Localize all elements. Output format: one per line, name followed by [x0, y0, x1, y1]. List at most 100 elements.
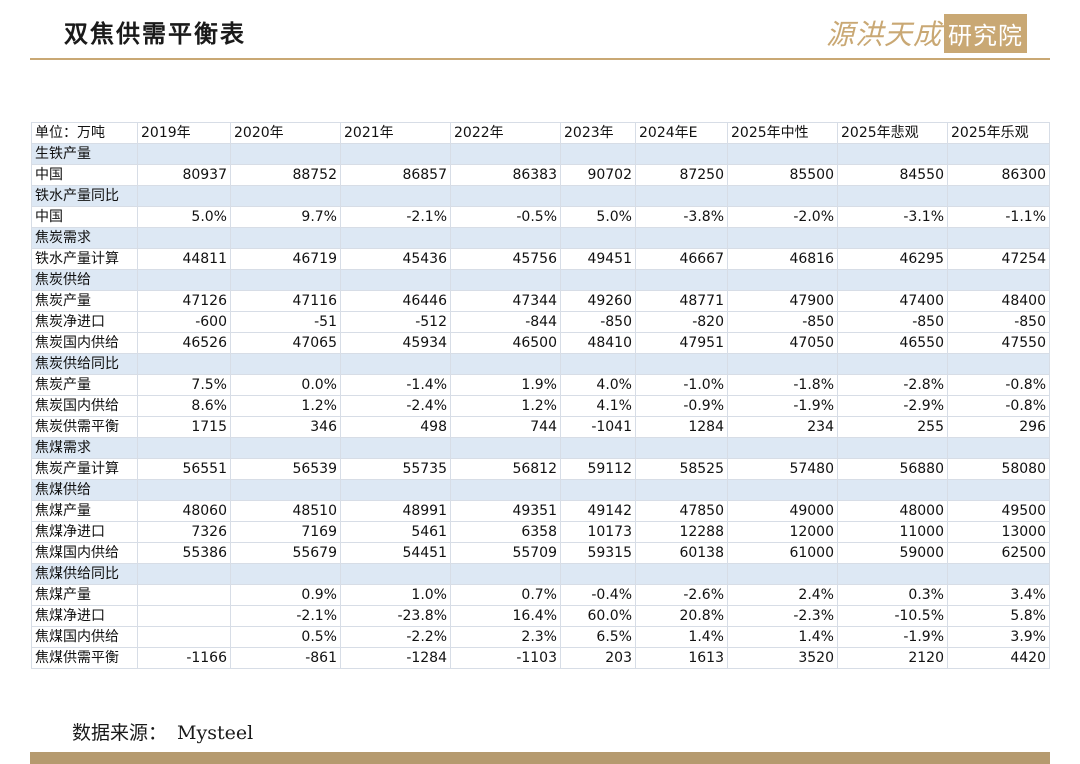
- section-fill-cell: [340, 227, 451, 249]
- row-label: 焦煤产量: [31, 500, 138, 522]
- value-cell: 56539: [230, 458, 341, 480]
- table-row: 焦炭产量计算 56551 56539 55735 56812 59112 58525 5748…: [31, 458, 1050, 480]
- table-row: 焦炭国内供给 8.6% 1.2% -2.4% 1.2% 4.1% -0.9% -1.9% -2.…: [31, 395, 1050, 417]
- value-cell: 45436: [340, 248, 451, 270]
- value-cell: 57480: [727, 458, 838, 480]
- section-fill-cell: [340, 479, 451, 501]
- section-fill-cell: [450, 269, 561, 291]
- row-label: 焦煤净进口: [31, 521, 138, 543]
- value-cell: 47550: [947, 332, 1050, 354]
- value-cell: 46550: [837, 332, 948, 354]
- section-row: 焦炭需求: [31, 227, 1050, 249]
- section-fill-cell: [450, 479, 561, 501]
- footer-bar: [30, 752, 1050, 764]
- section-fill-cell: [560, 563, 636, 585]
- value-cell: 49500: [947, 500, 1050, 522]
- row-label: 焦炭产量: [31, 290, 138, 312]
- value-cell: 5.0%: [560, 206, 636, 228]
- value-cell: -3.1%: [837, 206, 948, 228]
- value-cell: -23.8%: [340, 605, 451, 627]
- section-fill-cell: [837, 227, 948, 249]
- value-cell: 48000: [837, 500, 948, 522]
- value-cell: -3.8%: [635, 206, 728, 228]
- section-fill-cell: [137, 353, 231, 375]
- section-fill-cell: [727, 437, 838, 459]
- brand-logo-text: 源洪天成: [826, 18, 943, 51]
- section-fill-cell: [230, 563, 341, 585]
- table-row: 焦煤净进口 7326 7169 5461 6358 10173 12288 12000 1100…: [31, 521, 1050, 543]
- value-cell: 1.4%: [635, 626, 728, 648]
- value-cell: -0.5%: [450, 206, 561, 228]
- value-cell: 55709: [450, 542, 561, 564]
- value-cell: 48991: [340, 500, 451, 522]
- row-label: 焦炭产量计算: [31, 458, 138, 480]
- value-cell: 234: [727, 416, 838, 438]
- section-row: 焦煤需求: [31, 437, 1050, 459]
- section-fill-cell: [560, 437, 636, 459]
- value-cell: 46295: [837, 248, 948, 270]
- table-body: 单位：万吨 2019年 2020年 2021年 2022年 2023年 2024…: [31, 122, 1050, 669]
- row-label: 中国: [31, 206, 138, 228]
- table-row: 中国 80937 88752 86857 86383 90702 87250 85500 845…: [31, 164, 1050, 186]
- section-fill-cell: [137, 227, 231, 249]
- value-cell: 45756: [450, 248, 561, 270]
- row-label: 焦煤国内供给: [31, 542, 138, 564]
- value-cell: 9.7%: [230, 206, 341, 228]
- section-fill-cell: [450, 143, 561, 165]
- value-cell: 16.4%: [450, 605, 561, 627]
- value-cell: -1.0%: [635, 374, 728, 396]
- value-cell: -1.9%: [727, 395, 838, 417]
- value-cell: -850: [727, 311, 838, 333]
- row-label: 焦炭产量: [31, 374, 138, 396]
- section-fill-cell: [340, 185, 451, 207]
- value-cell: -1166: [137, 647, 231, 669]
- section-fill-cell: [340, 353, 451, 375]
- section-fill-cell: [230, 269, 341, 291]
- table-row: 焦煤产量 48060 48510 48991 49351 49142 47850 49000 4…: [31, 500, 1050, 522]
- section-fill-cell: [450, 437, 561, 459]
- value-cell: 6.5%: [560, 626, 636, 648]
- value-cell: 86300: [947, 164, 1050, 186]
- header-cell: 2019年: [137, 122, 231, 144]
- section-fill-cell: [947, 353, 1050, 375]
- value-cell: 49351: [450, 500, 561, 522]
- section-fill-cell: [947, 143, 1050, 165]
- value-cell: -2.1%: [230, 605, 341, 627]
- section-fill-cell: [450, 563, 561, 585]
- table-row: 焦煤产量 0.9% 1.0% 0.7% -0.4% -2.6% 2.4% 0.3% 3.4%: [31, 584, 1050, 606]
- section-fill-cell: [837, 269, 948, 291]
- value-cell: 0.0%: [230, 374, 341, 396]
- value-cell: 5461: [340, 521, 451, 543]
- header-cell: 单位：万吨: [31, 122, 138, 144]
- section-fill-cell: [727, 353, 838, 375]
- section-fill-cell: [340, 437, 451, 459]
- value-cell: 7326: [137, 521, 231, 543]
- section-fill-cell: [947, 269, 1050, 291]
- value-cell: [137, 584, 231, 606]
- value-cell: 3.9%: [947, 626, 1050, 648]
- value-cell: 49260: [560, 290, 636, 312]
- value-cell: 48400: [947, 290, 1050, 312]
- value-cell: -2.0%: [727, 206, 838, 228]
- value-cell: 46500: [450, 332, 561, 354]
- section-fill-cell: [837, 437, 948, 459]
- value-cell: 47900: [727, 290, 838, 312]
- value-cell: 87250: [635, 164, 728, 186]
- value-cell: -512: [340, 311, 451, 333]
- section-fill-cell: [450, 353, 561, 375]
- table-row: 焦炭净进口 -600 -51 -512 -844 -850 -820 -850 -850 -850: [31, 311, 1050, 333]
- value-cell: 13000: [947, 521, 1050, 543]
- value-cell: -861: [230, 647, 341, 669]
- value-cell: 45934: [340, 332, 451, 354]
- value-cell: -0.8%: [947, 395, 1050, 417]
- section-fill-cell: [635, 479, 728, 501]
- value-cell: 498: [340, 416, 451, 438]
- section-fill-cell: [230, 437, 341, 459]
- value-cell: 11000: [837, 521, 948, 543]
- value-cell: 55679: [230, 542, 341, 564]
- value-cell: 1.2%: [230, 395, 341, 417]
- value-cell: 1.0%: [340, 584, 451, 606]
- value-cell: 56880: [837, 458, 948, 480]
- table-row: 焦炭供需平衡 1715 346 498 744 -1041 1284 234 255 296: [31, 416, 1050, 438]
- value-cell: -1.4%: [340, 374, 451, 396]
